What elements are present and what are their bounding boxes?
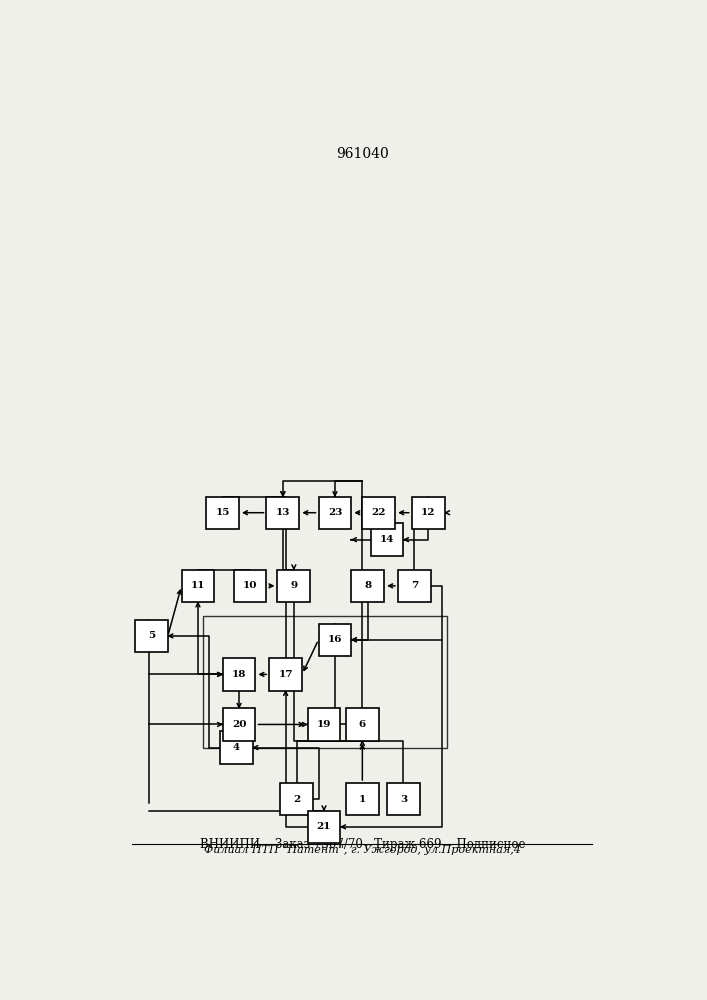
Text: Филиал ПТП "Патент", г. Ужгород, ул.Проектная,4: Филиал ПТП "Патент", г. Ужгород, ул.Прое… [204,845,521,855]
Bar [206,497,239,529]
Text: 1: 1 [358,795,366,804]
Text: 15: 15 [216,508,230,517]
Bar [204,616,448,748]
Text: 16: 16 [327,635,342,644]
Text: 961040: 961040 [336,147,389,161]
Text: 21: 21 [317,822,332,831]
Text: 3: 3 [400,795,407,804]
Bar [308,708,341,741]
Bar [233,570,267,602]
Bar [267,497,299,529]
Text: 8: 8 [364,581,371,590]
Bar [223,708,255,741]
Bar [280,783,313,815]
Text: 23: 23 [328,508,342,517]
Text: 17: 17 [279,670,293,679]
Bar [182,570,214,602]
Text: 14: 14 [380,535,395,544]
Bar [346,783,379,815]
Text: 5: 5 [148,631,155,640]
Bar [308,811,341,843]
Bar [319,624,351,656]
Bar [220,731,253,764]
Text: 18: 18 [232,670,246,679]
Bar [363,497,395,529]
Text: ВНИИПИ    Заказ 7307/70   Тираж 669    Подписное: ВНИИПИ Заказ 7307/70 Тираж 669 Подписное [199,838,525,851]
Text: 10: 10 [243,581,257,590]
Text: 9: 9 [291,581,298,590]
Bar [269,658,302,691]
Text: 20: 20 [232,720,246,729]
Bar [277,570,310,602]
Bar [319,497,351,529]
Text: 12: 12 [421,508,436,517]
Text: 7: 7 [411,581,418,590]
Text: 19: 19 [317,720,331,729]
Bar [370,523,404,556]
Text: 6: 6 [358,720,366,729]
Bar [387,783,420,815]
Text: 2: 2 [293,795,300,804]
Bar [411,497,445,529]
Bar [135,620,168,652]
Text: 22: 22 [371,508,386,517]
Bar [346,708,379,741]
Text: 4: 4 [233,743,240,752]
Text: 13: 13 [276,508,290,517]
Bar [398,570,431,602]
Text: 11: 11 [191,581,205,590]
Bar [351,570,385,602]
Bar [223,658,255,691]
